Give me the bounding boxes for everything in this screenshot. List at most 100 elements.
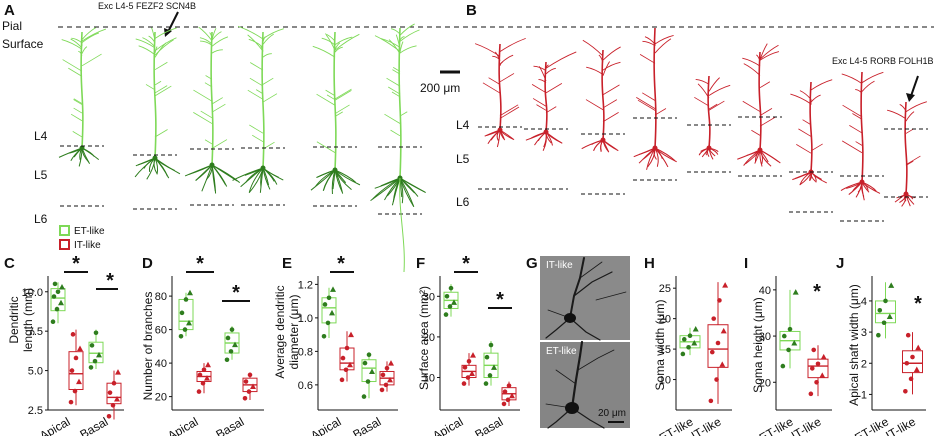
data-point	[182, 327, 188, 332]
y-tick-label: 20	[659, 314, 671, 326]
et-neuron-5	[310, 31, 361, 207]
annotation-fezf2: Exc L4-5 FEZF2 SCN4B	[98, 1, 196, 11]
y-tick-label: 80	[155, 291, 167, 303]
legend-it-label: IT-like	[74, 240, 101, 251]
y-tick-label: 20	[155, 392, 167, 404]
et-neuron-tracings	[58, 23, 426, 273]
significance-star: *	[196, 253, 204, 275]
panel-e-letter: E	[282, 255, 292, 272]
et-axon	[399, 177, 405, 273]
data-point	[88, 365, 94, 370]
x-category-label: Apical	[165, 414, 200, 436]
x-category-label: Apical	[308, 414, 343, 436]
data-point	[106, 414, 112, 419]
data-point	[115, 369, 121, 375]
box-it-like-it-like	[902, 332, 923, 395]
data-point	[186, 319, 192, 326]
data-point	[808, 391, 814, 397]
data-point	[809, 366, 815, 371]
box-et-like-et-like	[779, 289, 801, 369]
data-point	[904, 360, 910, 366]
data-point	[820, 353, 827, 360]
data-point	[114, 395, 120, 402]
data-point	[58, 299, 64, 306]
annotation-arrowhead-b	[906, 93, 915, 102]
data-point	[686, 344, 691, 350]
it-neuron-7	[789, 79, 833, 213]
x-category-label: Apical	[37, 414, 72, 436]
it-neuron-tracings	[474, 27, 928, 222]
data-point	[447, 304, 453, 309]
data-point	[444, 294, 450, 299]
box-et-like-apical	[443, 284, 459, 317]
x-category-label: Basal	[77, 414, 110, 436]
data-point	[913, 366, 920, 372]
data-point	[722, 282, 729, 288]
data-point	[681, 337, 687, 342]
data-point	[719, 361, 726, 367]
data-point	[52, 281, 58, 287]
data-point	[714, 377, 719, 382]
layer-b-l6: L6	[456, 195, 470, 209]
panel-e-ylabel-line1: Average dendritic	[273, 285, 287, 378]
data-point	[111, 380, 117, 386]
panel-d-ylabel: Number of branches	[141, 292, 155, 401]
data-point	[348, 331, 354, 338]
pial-label-line1: Pial	[2, 19, 22, 33]
data-point	[339, 377, 345, 383]
x-category-label: Basal	[472, 414, 505, 436]
legend-it-swatch	[59, 239, 70, 250]
data-point	[96, 351, 102, 358]
data-point	[225, 335, 231, 341]
micrograph-et-label: ET-like	[546, 346, 577, 357]
panel-j-letter: J	[836, 255, 844, 272]
panel-h-ylabel: Soma width (μm)	[653, 300, 667, 391]
box-it-like-basal	[242, 372, 258, 401]
layer-a-l4: L4	[34, 129, 48, 143]
data-point	[205, 361, 211, 368]
data-point	[380, 372, 386, 378]
box-it-like-it-like	[707, 282, 729, 404]
y-tick-label: 30	[423, 291, 435, 303]
panel-b-letter: B	[466, 2, 477, 19]
data-point	[462, 365, 468, 370]
data-point	[247, 372, 253, 378]
data-point	[383, 382, 389, 388]
box-et-like-basal	[361, 352, 377, 399]
data-point	[469, 370, 475, 376]
box-iqr	[807, 358, 829, 379]
legend-et-swatch	[59, 225, 70, 236]
significance-star: *	[337, 253, 345, 275]
data-point	[384, 365, 390, 371]
data-point	[680, 351, 686, 357]
it-neuron-9	[884, 101, 928, 207]
data-point	[687, 333, 693, 338]
data-point	[881, 320, 887, 326]
box-et-like-apical	[50, 281, 66, 325]
data-point	[347, 361, 353, 368]
panel-i-letter: I	[744, 255, 748, 272]
micrograph-it-neuron	[545, 257, 627, 341]
data-point	[781, 333, 787, 339]
panel-f-ylabel: Surface area (mm²)	[417, 286, 431, 390]
chart-f: 30 20 10 Apical Basal * *	[423, 253, 520, 436]
data-point	[201, 367, 207, 373]
legend-et-label: ET-like	[74, 226, 105, 237]
x-category-label: Apical	[430, 414, 465, 436]
significance-star: *	[106, 270, 114, 292]
data-point	[224, 357, 230, 363]
it-neuron-4	[633, 27, 677, 181]
chart-e: 1.2 1.0 0.8 0.6 Apical Basal *	[298, 253, 398, 436]
box-it-like-basal	[501, 381, 517, 407]
y-tick-label: 1.0	[298, 313, 313, 325]
legend: ET-like IT-like	[59, 225, 105, 251]
data-point	[365, 379, 371, 384]
box-et-like-basal	[224, 326, 240, 363]
data-point	[786, 347, 791, 353]
box-iqr	[902, 350, 923, 374]
data-point	[110, 402, 116, 408]
y-tick-label: 1.2	[298, 279, 313, 291]
annotation-rorb: Exc L4-5 RORB FOLH1B	[832, 56, 934, 66]
